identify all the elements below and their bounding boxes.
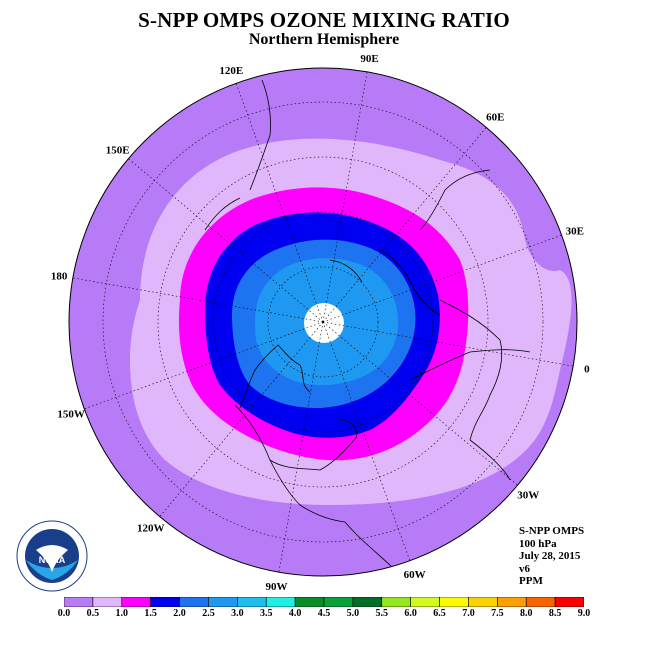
colorbar-tick-label: 5.5 xyxy=(375,608,389,619)
colorbar-segment xyxy=(150,597,180,607)
colorbar-segment xyxy=(64,597,94,607)
colorbar-tick-label: 3.0 xyxy=(231,608,244,619)
colorbar-segment xyxy=(294,597,325,607)
colorbar-tick-label: 5.0 xyxy=(346,608,360,619)
noaa-logo: NOAA xyxy=(16,520,88,592)
colorbar-segment xyxy=(237,597,267,607)
colorbar-segment xyxy=(381,597,411,607)
colorbar-tick-label: 3.5 xyxy=(259,608,273,619)
colorbar-segment xyxy=(352,597,383,607)
colorbar-segment xyxy=(323,597,354,607)
longitude-label: 150W xyxy=(57,409,85,421)
longitude-label: 90E xyxy=(360,53,378,65)
colorbar-tick-label: 9.0 xyxy=(577,608,591,619)
longitude-label: 150E xyxy=(106,145,130,157)
colorbar-segment xyxy=(208,597,238,607)
info-level: 100 hPa xyxy=(519,537,557,550)
colorbar-segment xyxy=(525,597,556,607)
svg-text:NOAA: NOAA xyxy=(39,555,66,565)
colorbar-tick-label: 7.0 xyxy=(462,608,475,619)
longitude-label: 90W xyxy=(265,581,287,593)
map-subtitle: Northern Hemisphere xyxy=(248,31,400,48)
colorbar-tick-label: 4.5 xyxy=(317,608,331,619)
colorbar-tick-label: 6.0 xyxy=(404,608,417,619)
colorbar-tick-label: 0.0 xyxy=(57,608,71,619)
longitude-label: 30E xyxy=(566,225,584,237)
colorbar-tick-label: 8.5 xyxy=(548,608,562,619)
colorbar-tick-label: 7.5 xyxy=(491,608,504,619)
longitude-label: 0 xyxy=(584,364,590,376)
colorbar-segment xyxy=(121,597,151,607)
longitude-label: 60E xyxy=(486,112,504,124)
colorbar-segment xyxy=(554,597,584,607)
colorbar-tick-label: 6.5 xyxy=(433,608,446,619)
colorbar-segment xyxy=(439,597,469,607)
colorbar xyxy=(64,597,584,607)
colorbar-tick-label: 2.0 xyxy=(173,608,186,619)
colorbar-segment xyxy=(92,597,123,607)
colorbar-segment xyxy=(468,597,498,607)
colorbar-segment xyxy=(265,597,296,607)
colorbar-tick-label: 8.0 xyxy=(519,608,533,619)
colorbar-segment xyxy=(497,597,527,607)
longitude-label: 120W xyxy=(137,522,165,534)
colorbar-tick-label: 4.0 xyxy=(288,608,302,619)
colorbar-tick-label: 1.5 xyxy=(144,608,157,619)
colorbar-segment xyxy=(179,597,209,607)
colorbar-tick-label: 0.5 xyxy=(86,608,100,619)
colorbar-tick-label: 2.5 xyxy=(202,608,215,619)
info-instrument: S-NPP OMPS xyxy=(519,525,585,537)
map-boundary xyxy=(68,67,578,577)
longitude-label: 60W xyxy=(404,569,426,581)
info-units: PPM xyxy=(519,575,543,587)
colorbar-segment xyxy=(410,597,440,607)
longitude-label: 120E xyxy=(219,65,243,77)
info-date: July 28, 2015 xyxy=(519,550,581,562)
info-version: v6 xyxy=(519,562,530,575)
info-block: S-NPP OMPS 100 hPa July 28, 2015 v6 PPM xyxy=(519,525,584,588)
longitude-label: 180 xyxy=(51,270,68,282)
longitude-label: 30W xyxy=(517,489,539,501)
colorbar-tick-label: 1.0 xyxy=(115,608,129,619)
map-title: S-NPP OMPS OZONE MIXING RATIO xyxy=(138,8,510,32)
